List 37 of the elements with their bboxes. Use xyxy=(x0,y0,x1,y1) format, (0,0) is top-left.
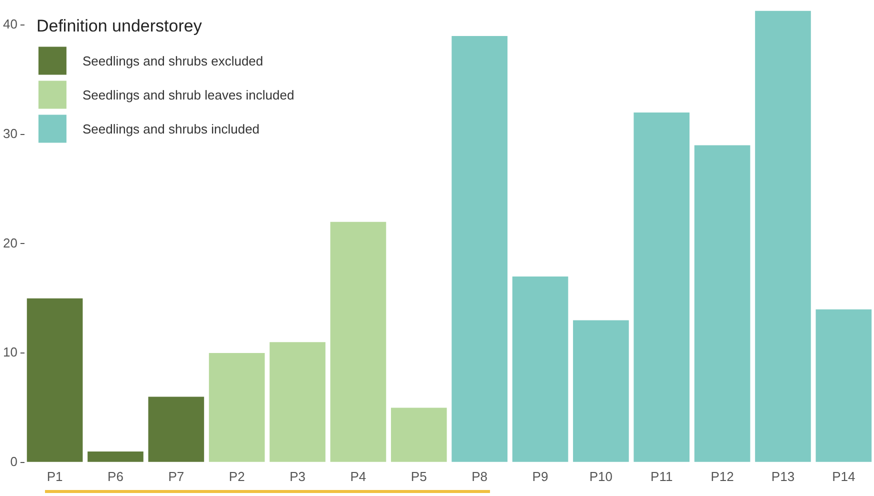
bar xyxy=(330,222,386,462)
x-tick-label: P2 xyxy=(228,468,245,484)
bar xyxy=(694,145,750,462)
x-tick-label: P7 xyxy=(168,468,184,484)
bar xyxy=(390,408,447,462)
y-tick-label: 40 xyxy=(2,16,18,32)
x-tick-label: P6 xyxy=(108,468,124,484)
bar xyxy=(634,112,690,462)
bar xyxy=(816,309,872,462)
x-tick-label: P11 xyxy=(650,468,673,484)
x-tick-label: P9 xyxy=(532,468,548,484)
bar xyxy=(88,451,144,462)
x-tick-label: P5 xyxy=(410,468,427,484)
bar xyxy=(755,10,811,462)
bar xyxy=(452,36,508,462)
y-tick-label: 20 xyxy=(2,235,18,250)
legend-label: Seedlings and shrubs included xyxy=(82,121,260,136)
x-tick-label: P1 xyxy=(46,468,63,484)
legend-label: Seedlings and shrub leaves included xyxy=(82,87,294,102)
bar xyxy=(148,396,204,462)
bar xyxy=(270,342,326,462)
x-tick-label: P3 xyxy=(290,468,306,484)
y-tick-label: 10 xyxy=(2,344,18,360)
bar xyxy=(208,353,265,462)
y-tick-label: 0 xyxy=(10,454,18,469)
x-tick-label: P12 xyxy=(710,468,734,484)
legend-title: Definition understorey xyxy=(36,16,202,36)
y-tick-label: 30 xyxy=(2,126,18,141)
bar xyxy=(573,320,629,462)
x-tick-label: P8 xyxy=(472,468,488,484)
x-tick-label: P14 xyxy=(832,468,856,484)
legend-label: Seedlings and shrubs excluded xyxy=(82,53,264,68)
x-tick-label: P10 xyxy=(589,468,613,484)
x-tick-label: P4 xyxy=(350,468,366,484)
bar xyxy=(26,298,83,462)
bar xyxy=(512,276,568,462)
x-tick-label: P13 xyxy=(771,468,795,484)
